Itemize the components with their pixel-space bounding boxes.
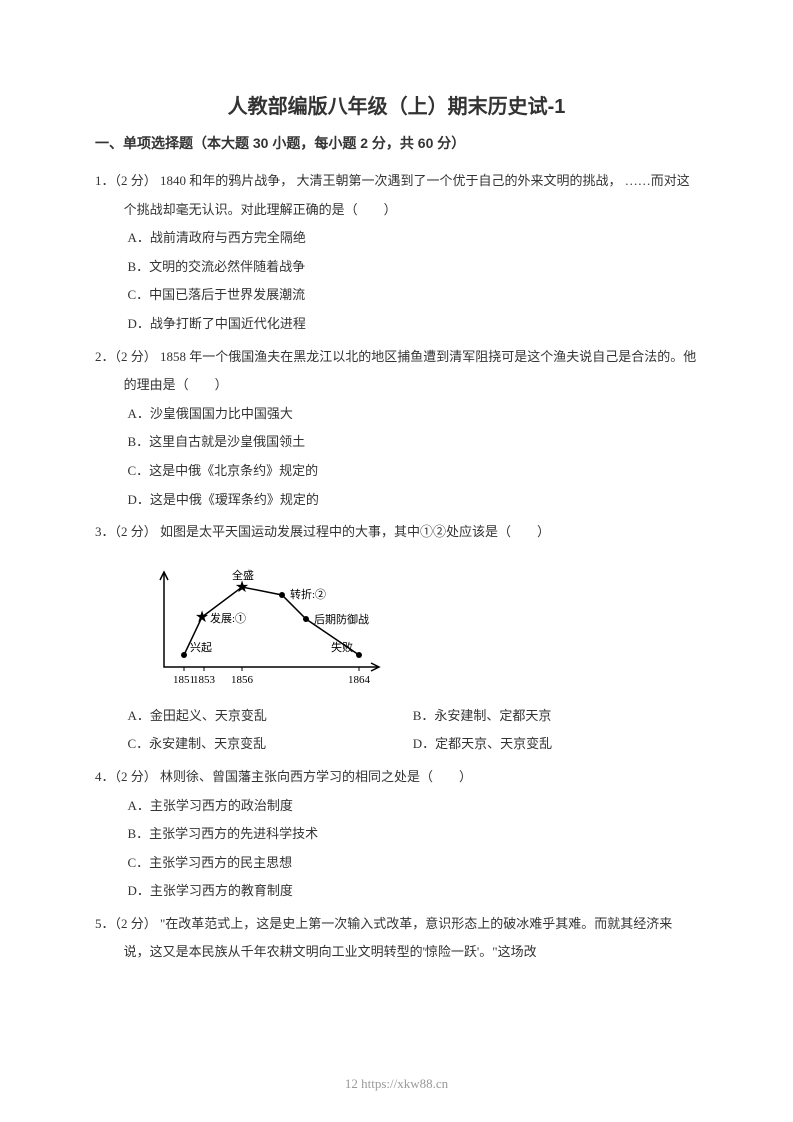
option: D．定都天京、天京变乱 [413, 730, 698, 759]
svg-text:后期防御战: 后期防御战 [314, 612, 369, 626]
svg-text:1853: 1853 [193, 674, 216, 686]
option: B．永安建制、定都天京 [413, 702, 698, 731]
option: C．这是中俄《北京条约》规定的 [128, 457, 699, 486]
svg-text:转折:②: 转折:② [290, 587, 326, 601]
svg-text:1864: 1864 [348, 674, 371, 686]
option: C．主张学习西方的民主思想 [128, 849, 699, 878]
section-header: 一、单项选择题（本大题 30 小题，每小题 2 分，共 60 分） [95, 133, 698, 153]
option: D．战争打断了中国近代化进程 [128, 310, 699, 339]
svg-text:1851: 1851 [173, 674, 195, 686]
question: 2．（2 分） 1858 年一个俄国渔夫在黑龙江以北的地区捕鱼遭到清军阻挠可是这… [95, 343, 698, 515]
option: C．永安建制、天京变乱 [128, 730, 413, 759]
diagram-container: 兴起★发展:①★全盛转折:②后期防御战失败1851185318561864 [95, 557, 698, 692]
question: 3．（2 分） 如图是太平天国运动发展过程中的大事，其中①②处应该是（ ） 兴起 ★… [95, 518, 698, 759]
question: 5．（2 分） "在改革范式上，这是史上第一次输入式改革，意识形态上的破冰难乎其… [95, 910, 698, 967]
question: 1．（2 分） 1840 和年的鸦片战争， 大清王朝第一次遇到了一个优于自己的外… [95, 167, 698, 339]
options: A．沙皇俄国国力比中国强大B．这里自古就是沙皇俄国领土C．这是中俄《北京条约》规… [95, 400, 698, 514]
options-row: C．永安建制、天京变乱D．定都天京、天京变乱 [95, 730, 698, 759]
questions-container: 1．（2 分） 1840 和年的鸦片战争， 大清王朝第一次遇到了一个优于自己的外… [95, 167, 698, 967]
option: B．主张学习西方的先进科学技术 [128, 820, 699, 849]
question-stem: 3．（2 分） 如图是太平天国运动发展过程中的大事，其中①②处应该是（ ） [95, 518, 698, 547]
question-stem: 4．（2 分） 林则徐、曾国藩主张向西方学习的相同之处是（ ） [95, 763, 698, 792]
svg-text:1856: 1856 [231, 674, 254, 686]
options: A．主张学习西方的政治制度B．主张学习西方的先进科学技术C．主张学习西方的民主思… [95, 792, 698, 906]
option: A．战前清政府与西方完全隔绝 [128, 224, 699, 253]
svg-text:★: ★ [195, 609, 209, 626]
taiping-diagram: 兴起★发展:①★全盛转折:②后期防御战失败1851185318561864 [134, 557, 394, 692]
option: D．这是中俄《瑷珲条约》规定的 [128, 486, 699, 515]
question-stem: 1．（2 分） 1840 和年的鸦片战争， 大清王朝第一次遇到了一个优于自己的外… [95, 167, 698, 224]
svg-text:发展:①: 发展:① [210, 611, 246, 625]
svg-text:失败: 失败 [331, 640, 353, 654]
question: 4．（2 分） 林则徐、曾国藩主张向西方学习的相同之处是（ ）A．主张学习西方的… [95, 763, 698, 906]
svg-text:全盛: 全盛 [232, 568, 254, 582]
footer: 12 https://xkw88.cn [0, 1076, 793, 1092]
question-stem: 2．（2 分） 1858 年一个俄国渔夫在黑龙江以北的地区捕鱼遭到清军阻挠可是这… [95, 343, 698, 400]
page-title: 人教部编版八年级（上）期末历史试-1 [95, 90, 698, 119]
option: D．主张学习西方的教育制度 [128, 877, 699, 906]
option: B．这里自古就是沙皇俄国领土 [128, 428, 699, 457]
options-row: A．金田起义、天京变乱B．永安建制、定都天京 [95, 702, 698, 731]
options: A．战前清政府与西方完全隔绝B．文明的交流必然伴随着战争C．中国已落后于世界发展… [95, 224, 698, 338]
question-stem: 5．（2 分） "在改革范式上，这是史上第一次输入式改革，意识形态上的破冰难乎其… [95, 910, 698, 967]
option: B．文明的交流必然伴随着战争 [128, 253, 699, 282]
option: A．金田起义、天京变乱 [128, 702, 413, 731]
svg-text:兴起: 兴起 [190, 641, 212, 654]
option: C．中国已落后于世界发展潮流 [128, 281, 699, 310]
option: A．沙皇俄国国力比中国强大 [128, 400, 699, 429]
option: A．主张学习西方的政治制度 [128, 792, 699, 821]
